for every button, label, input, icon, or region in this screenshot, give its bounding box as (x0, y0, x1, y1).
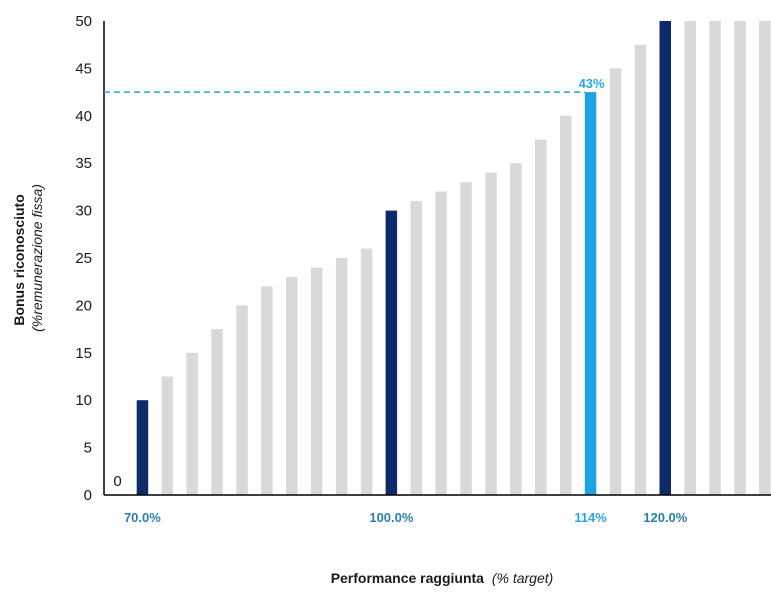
y-axis-title-line2: (%remunerazione fissa) (29, 184, 45, 332)
x-axis-annotations: 70.0% 100.0% 114% 120.0% (124, 510, 688, 525)
bar-normal (684, 21, 696, 495)
bar-normal (435, 191, 447, 495)
y-tick-label: 0 (84, 487, 92, 504)
bar-normal (236, 305, 248, 495)
x-axis-title-main: Performance raggiunta (331, 570, 484, 586)
x-axis-title: Performance raggiunta (% target) (331, 570, 554, 586)
zero-value-label: 0 (113, 473, 121, 490)
x-axis-title-note: (% target) (492, 570, 553, 586)
y-tick-label: 15 (75, 345, 92, 362)
bar-normal (261, 286, 273, 495)
bar-normal (161, 376, 174, 495)
y-tick-label: 25 (75, 250, 92, 267)
x-annotation-label: 120.0% (643, 510, 688, 525)
y-tick-label: 20 (75, 297, 92, 314)
bar-normal (211, 329, 223, 495)
bar-normal (709, 21, 721, 495)
bar-normal (485, 172, 497, 495)
bar-normal (286, 277, 298, 495)
bar-normal (535, 139, 547, 495)
y-axis-title: Bonus riconosciuto (%remunerazione fissa… (11, 184, 45, 332)
y-tick-label: 50 (75, 13, 92, 30)
bar-normal (410, 201, 422, 495)
bar-highlight (584, 92, 597, 495)
y-tick-label: 35 (75, 155, 92, 172)
x-annotation-label: 100.0% (369, 510, 414, 525)
y-tick-label: 5 (84, 440, 92, 457)
bar-key (385, 210, 398, 495)
bar-normal (186, 352, 198, 495)
bar-normal (310, 267, 323, 495)
x-annotation-label: 114% (574, 510, 607, 525)
bar-key (659, 21, 671, 495)
bar-normal (560, 115, 572, 496)
y-tick-label: 40 (75, 108, 92, 125)
y-tick-label: 10 (75, 392, 92, 409)
y-tick-label: 30 (75, 203, 92, 220)
y-axis-title-line1: Bonus riconosciuto (11, 194, 27, 325)
bar-normal (634, 44, 647, 495)
y-axis-ticks: 0 5 10 15 20 25 30 35 40 45 50 (75, 13, 92, 504)
x-annotation-label: 70.0% (124, 510, 161, 525)
bars-group (136, 21, 771, 496)
bar-normal (609, 68, 622, 496)
bar-normal (360, 248, 373, 495)
bar-normal (460, 182, 472, 495)
bar-normal (734, 21, 746, 495)
highlight-value-label: 43% (579, 76, 605, 91)
y-tick-label: 45 (75, 60, 92, 77)
bar-normal (759, 21, 771, 495)
bar-key (136, 400, 149, 495)
bar-normal (335, 258, 348, 495)
bar-normal (510, 163, 522, 495)
